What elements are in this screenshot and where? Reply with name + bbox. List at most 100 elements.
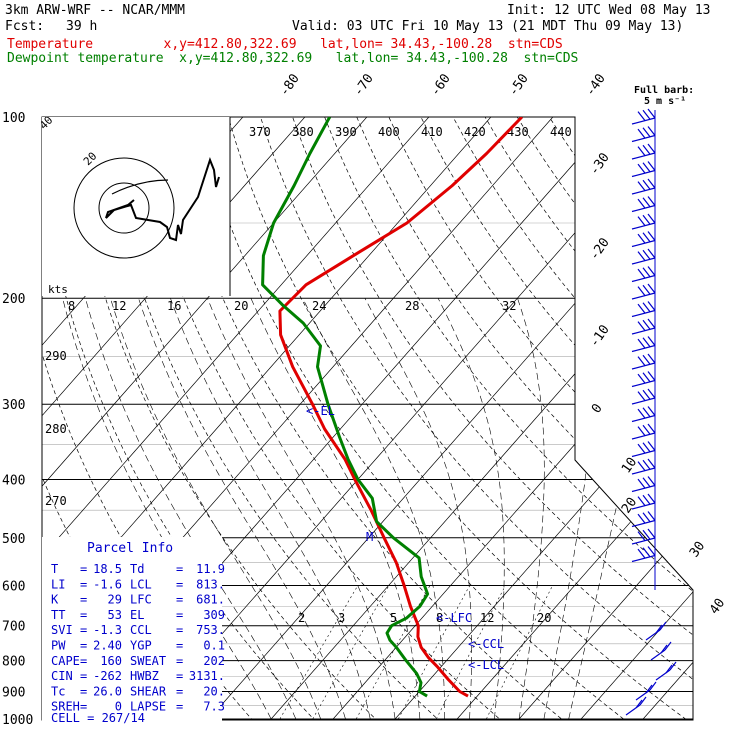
dry-adiabat <box>163 117 578 720</box>
parcel-value-right: 3131. <box>189 669 225 683</box>
wind-barb <box>631 248 656 265</box>
parcel-key-right: HWBZ <box>130 669 159 683</box>
parcel-key-left: CAPE <box>51 654 80 668</box>
parcel-key-left: TT <box>51 608 65 622</box>
wind-barb <box>631 406 656 423</box>
forecast-label: Fcst: <box>5 19 45 34</box>
pressure-tick-label: 400 <box>2 473 25 488</box>
speed-scale-label: 28 <box>405 299 419 313</box>
wind-barb <box>631 318 656 335</box>
wind-barb-low <box>655 661 677 681</box>
isotherm-line <box>580 117 693 720</box>
barb-legend-title: Full barb: <box>634 85 694 96</box>
moist-adiabat <box>364 298 472 720</box>
parcel-info-table: Parcel Info T = 18.5 Td = 11.9 LI = -1.6 LCL = 813. K… <box>42 537 225 725</box>
dewpoint-profile <box>261 117 430 698</box>
dry-adiabat <box>292 117 693 720</box>
pressure-tick-label: 200 <box>2 292 25 307</box>
parcel-eq: = <box>176 669 183 683</box>
wind-barb <box>631 528 656 545</box>
isotherm-label: -80 <box>277 71 303 99</box>
speed-scale-label: 32 <box>502 299 516 313</box>
mixing-ratio-label: 2 <box>298 611 305 625</box>
mixing-ratio-label: 20 <box>537 611 551 625</box>
hodograph-units-label: kts <box>48 283 68 296</box>
wind-barb <box>631 353 656 370</box>
wind-barb <box>631 371 656 388</box>
mixing-ratio-line <box>436 585 506 720</box>
isotherm-label: -60 <box>428 71 454 99</box>
parcel-key-left: SREH <box>51 700 80 714</box>
dry-adiabat <box>677 117 693 720</box>
speed-scale-label: 24 <box>312 299 326 313</box>
parcel-eq: = <box>80 639 87 653</box>
isotherm-line <box>518 117 693 720</box>
model-title: 3km ARW-WRF -- NCAR/MMM <box>5 3 186 18</box>
isotherm-label: 40 <box>707 596 728 617</box>
parcel-eq: = <box>176 623 183 637</box>
level-annotation: <-CCL <box>468 637 504 651</box>
parcel-value-left: -1.3 <box>93 623 122 637</box>
isotherm-label: -70 <box>351 71 377 99</box>
isotherm-label: -30 <box>587 150 613 178</box>
theta-label-left: 270 <box>45 494 67 508</box>
parcel-eq: = <box>80 623 87 637</box>
parcel-value-right: 309 <box>203 608 225 622</box>
dry-adiabat <box>67 117 390 720</box>
parcel-key-right: EL <box>130 608 144 622</box>
hodograph-ring <box>73 157 175 259</box>
moist-adiabat <box>437 298 505 720</box>
mixing-ratio-label: 12 <box>480 611 494 625</box>
wind-barb <box>631 546 656 563</box>
wind-barb <box>631 441 656 458</box>
parcel-eq: = <box>176 608 183 622</box>
isotherm-label: -50 <box>506 71 532 99</box>
moist-adiabat <box>170 298 371 720</box>
isotherm-label: 10 <box>619 455 640 476</box>
pressure-tick-label: 900 <box>2 685 25 700</box>
parcel-info-title: Parcel Info <box>87 541 173 556</box>
level-annotation: M <box>366 530 373 544</box>
wind-barb-low <box>650 641 672 661</box>
speed-scale-label: 8 <box>68 299 75 313</box>
parcel-eq: = <box>80 684 87 698</box>
parcel-key-left: Tc <box>51 684 65 698</box>
parcel-value-right: 0.1 <box>203 639 225 653</box>
theta-label-top: 420 <box>464 125 486 139</box>
wind-barb-low <box>635 681 657 701</box>
parcel-key-right: SHEAR <box>130 684 167 698</box>
parcel-eq: = <box>80 608 87 622</box>
wind-barb <box>631 108 656 125</box>
wind-barb <box>631 458 656 475</box>
wind-barb-low <box>645 621 667 641</box>
moist-adiabat <box>568 298 653 720</box>
temperature-legend: Temperature x,y=412.80,322.69 lat,lon= 3… <box>7 37 563 52</box>
mixing-ratio-line <box>486 585 553 720</box>
dry-adiabat <box>195 117 641 720</box>
wind-barb <box>631 178 656 195</box>
parcel-key-right: LCL <box>130 577 152 591</box>
parcel-value-right: 753. <box>196 623 225 637</box>
parcel-key-left: PW <box>51 639 66 653</box>
parcel-key-left: LI <box>51 577 65 591</box>
isotherm-line <box>270 117 693 720</box>
speed-scale-label: 16 <box>167 299 181 313</box>
level-annotations: <-EL M <-LFC <-CCL <-LCL <box>306 404 504 672</box>
level-annotation: <-LFC <box>436 611 472 625</box>
mixing-ratio-line <box>398 585 470 720</box>
dry-adiabat <box>710 117 740 732</box>
pressure-tick-label: 1000 <box>2 713 33 728</box>
moist-adiabat <box>138 298 346 720</box>
wind-barbs: Full barb:5 m s⁻¹ <box>625 85 694 716</box>
mixing-ratio-line <box>312 585 390 720</box>
theta-label-top: 410 <box>421 125 443 139</box>
parcel-value-right: 7.3 <box>203 700 225 714</box>
parcel-eq: = <box>176 562 183 576</box>
parcel-key-right: CCL <box>130 623 152 637</box>
moist-adiabat <box>543 298 595 720</box>
dry-adiabat <box>613 117 693 720</box>
parcel-eq: = <box>80 593 87 607</box>
parcel-eq: = <box>176 593 183 607</box>
